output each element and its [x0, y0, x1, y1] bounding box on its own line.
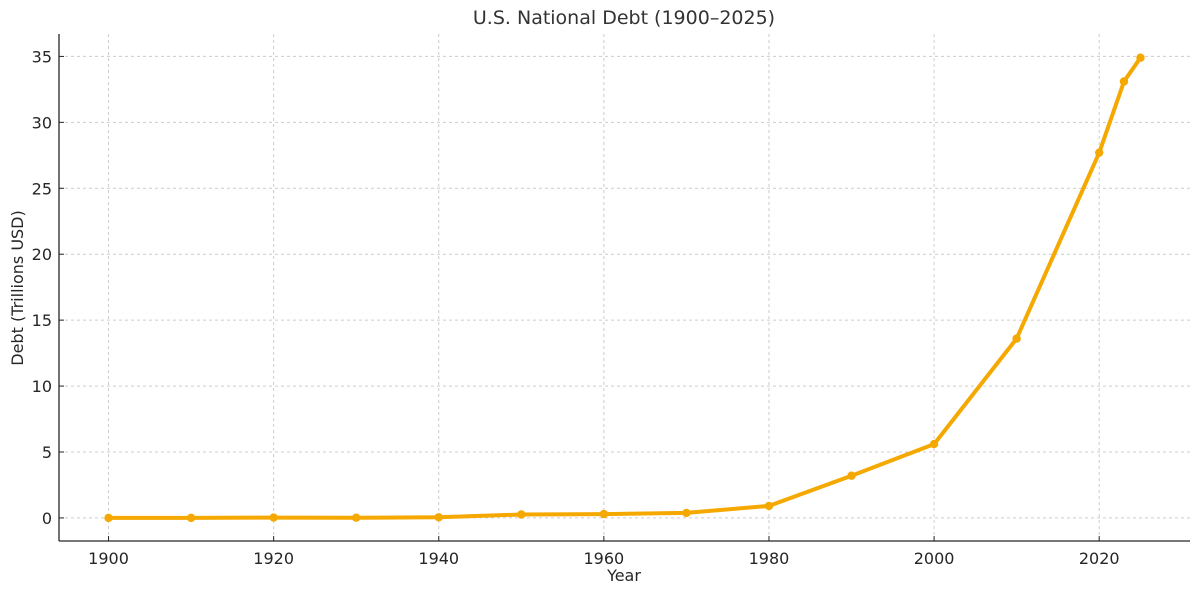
data-point-marker	[434, 513, 443, 522]
x-tick-label: 1920	[253, 549, 294, 568]
y-tick-label: 30	[32, 113, 52, 132]
data-point-marker	[599, 509, 609, 519]
data-point-marker	[847, 471, 856, 480]
data-point-marker	[682, 508, 691, 518]
data-point-marker	[1119, 77, 1129, 86]
gridlines	[59, 34, 1190, 541]
x-tick-label: 1960	[584, 549, 625, 568]
x-tick-label: 1940	[418, 549, 459, 568]
data-point-marker	[517, 510, 526, 519]
data-point-marker	[764, 501, 774, 511]
data-point-marker	[269, 513, 278, 522]
x-tick-label: 2000	[914, 549, 955, 568]
chart-title: U.S. National Debt (1900–2025)	[472, 7, 776, 29]
y-tick-label: 20	[32, 245, 52, 264]
data-series	[104, 53, 1145, 523]
data-point-marker	[186, 513, 196, 523]
x-tick-label: 2020	[1079, 549, 1120, 568]
data-point-marker	[1012, 334, 1021, 343]
y-tick-label: 35	[32, 47, 52, 66]
y-axis-label: Debt (Trillions USD)	[8, 210, 27, 365]
data-point-marker	[1136, 53, 1145, 62]
debt-line	[106, 55, 1143, 520]
y-tick-label: 15	[32, 311, 52, 330]
y-tick-label: 25	[32, 179, 52, 198]
x-tick-label: 1900	[88, 549, 129, 568]
data-point-marker	[351, 513, 361, 522]
x-axis-label: Year	[606, 566, 641, 585]
axes	[58, 34, 1190, 542]
y-tick-label: 10	[32, 377, 52, 396]
data-point-marker	[1094, 148, 1104, 157]
x-tick-label: 1980	[749, 549, 790, 568]
y-tick-label: 0	[42, 509, 52, 528]
tick-labels: 1900 1920 1940 1960 1980 2000 2020 0 5 10 15 20 25 30…	[32, 47, 1120, 568]
y-tick-label: 5	[42, 443, 52, 462]
data-point-marker	[104, 513, 113, 523]
data-point-marker	[929, 439, 939, 449]
